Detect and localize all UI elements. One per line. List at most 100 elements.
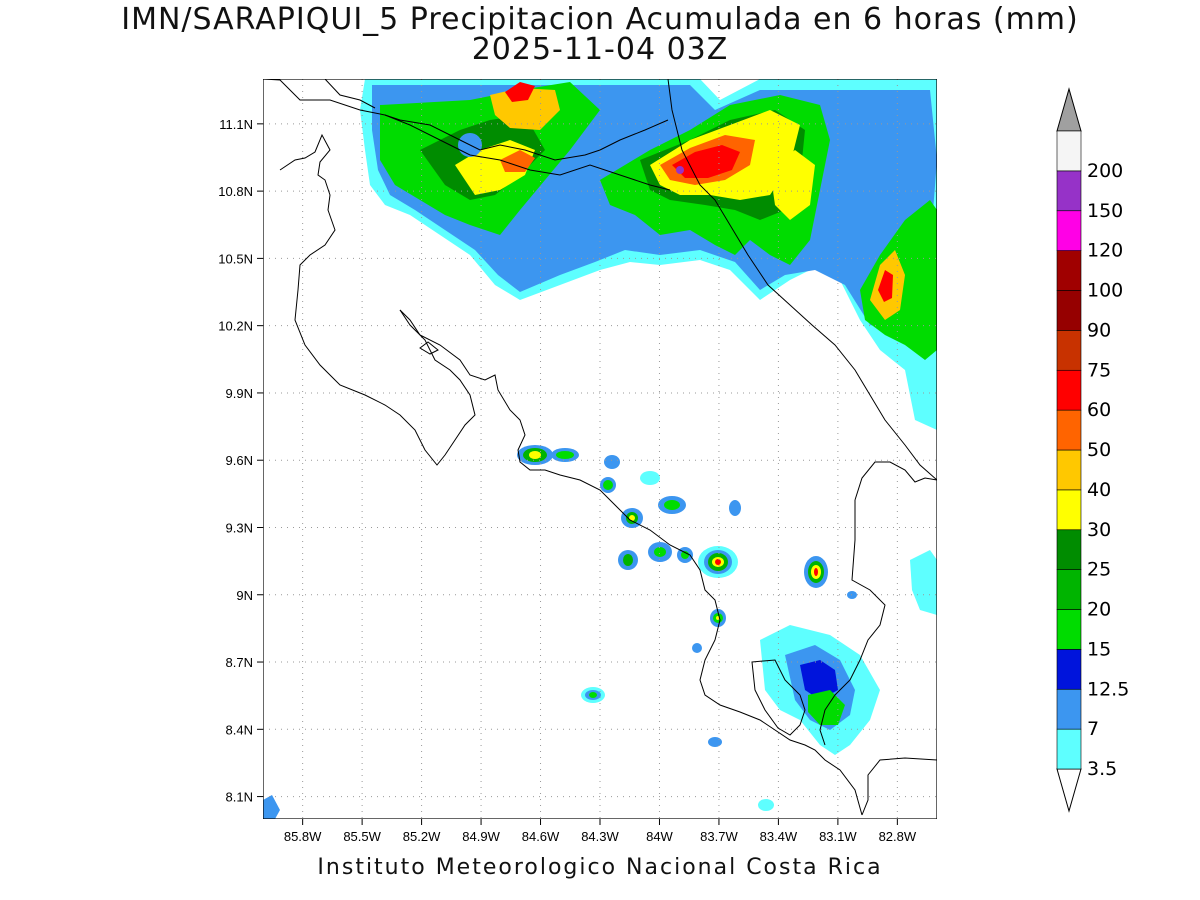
lon-tick-label: 84.6W (522, 829, 560, 844)
legend-swatch (1056, 210, 1082, 251)
legend-level-label: 25 (1087, 559, 1111, 581)
precip-cell (729, 500, 741, 516)
lon-tick-label: 84W (646, 829, 673, 844)
coastlines-borders (263, 79, 937, 816)
lat-tick-label: 9.3N (226, 520, 253, 535)
legend-swatch (1056, 170, 1082, 212)
legend-swatch (1056, 489, 1082, 531)
precip-cell (814, 568, 818, 576)
precip-core-north-west-40 (490, 88, 560, 130)
precip-core-north-east-30 (770, 150, 815, 220)
lon-tick-label: 84.3W (581, 829, 619, 844)
precip-cell (556, 451, 574, 459)
legend-level-label: 90 (1087, 319, 1111, 341)
legend-level-label: 12.5 (1087, 678, 1129, 700)
footer-credit: Instituto Meteorologico Nacional Costa R… (317, 855, 883, 880)
precip-core-north-60 (672, 145, 740, 178)
legend-swatch (1056, 449, 1082, 491)
lat-tick-label: 8.7N (226, 655, 253, 670)
precip-cell (589, 692, 597, 698)
map-valid-time: 2025-11-04 03Z (471, 32, 729, 67)
precip-cell (629, 515, 635, 521)
legend-level-label: 150 (1087, 200, 1123, 222)
precip-cell (529, 451, 541, 459)
legend-swatch (1056, 688, 1082, 730)
lat-tick-label: 10.8N (218, 184, 253, 199)
legend-level-label: 3.5 (1087, 758, 1117, 780)
precip-core-north-west-50 (500, 150, 535, 172)
lat-tick-label: 8.4N (226, 722, 253, 737)
legend-level-label: 100 (1087, 280, 1123, 302)
legend-level-label: 60 (1087, 399, 1111, 421)
precip-cell (640, 471, 660, 485)
legend-swatch (1056, 728, 1082, 770)
precip-area-nw-corner (263, 795, 280, 819)
lat-tick-label: 10.2N (218, 319, 253, 334)
lon-tick-label: 85.2W (403, 829, 441, 844)
legend-swatch (1056, 369, 1082, 411)
border-costa-rica-nicaragua (384, 114, 671, 191)
precip-core-north-150 (676, 166, 684, 174)
lon-tick-label: 85.5W (343, 829, 381, 844)
precip-core-nw-60 (505, 82, 535, 102)
legend-swatch (1056, 409, 1082, 451)
coastline-caribbean (667, 79, 937, 481)
precip-area-south-12 (800, 660, 838, 700)
coastline-bocas-del-toro (854, 461, 937, 501)
lon-tick-label: 85.8W (284, 829, 322, 844)
legend-level-label: 15 (1087, 638, 1111, 660)
legend-bottom-cap (1056, 768, 1082, 813)
legend-level-label: 20 (1087, 599, 1111, 621)
legend-swatch (1056, 569, 1082, 610)
lon-tick-label: 83.7W (700, 829, 738, 844)
precip-cell (758, 799, 774, 811)
lat-tick-label: 8.1N (226, 790, 253, 805)
lat-tick-label: 9N (236, 588, 253, 603)
legend-swatch (1056, 609, 1082, 650)
precip-cell (603, 480, 613, 490)
legend-level-label: 200 (1087, 160, 1123, 182)
legend-swatch (1056, 330, 1082, 371)
legend-level-label: 120 (1087, 240, 1123, 262)
legend-top-cap (1056, 87, 1082, 132)
legend-level-label: 75 (1087, 359, 1111, 381)
legend-level-label: 30 (1087, 519, 1111, 541)
lat-lon-grid (263, 79, 937, 819)
coastline-osa-peninsula (751, 659, 806, 736)
coastline-gulf-of-nicoya (399, 309, 863, 816)
precip-area-east-edge (910, 550, 937, 615)
precip-cell (654, 547, 666, 557)
coastline-san-juan-river (599, 119, 669, 151)
coastline-burica (861, 757, 937, 816)
coastline-nicaragua-pacific (263, 79, 601, 161)
lon-tick-label: 82.8W (879, 829, 917, 844)
map-title: IMN/SARAPIQUI_5 Precipitacion Acumulada … (121, 2, 1079, 37)
coastline-gulf-of-fonseca-west (324, 79, 376, 109)
map-area (263, 79, 937, 819)
precipitation-field (263, 79, 937, 819)
precip-core-east-60 (878, 270, 893, 302)
precip-cell (604, 455, 620, 469)
legend-swatch (1056, 130, 1082, 172)
map-axes: 85.8W 85.5W 85.2W 84.9W 84.6W 84.3W 84W 83.7W 83… (218, 117, 917, 844)
legend-level-label: 50 (1087, 439, 1111, 461)
lat-tick-label: 9.9N (226, 386, 253, 401)
legend-swatch (1056, 529, 1082, 570)
legend-swatch (1056, 649, 1082, 690)
lat-tick-label: 10.5N (218, 251, 253, 266)
island-chira (419, 341, 439, 355)
lon-tick-label: 83.1W (819, 829, 857, 844)
legend-swatch (1056, 250, 1082, 291)
coastline-nicoya-north (279, 133, 476, 466)
precip-cell (715, 559, 721, 565)
precip-cell (692, 643, 702, 653)
legend-swatch (1056, 290, 1082, 331)
lat-tick-label: 9.6N (226, 453, 253, 468)
legend-level-label: 40 (1087, 479, 1111, 501)
precip-cell (623, 554, 633, 566)
lat-tick-label: 11.1N (219, 117, 253, 132)
lon-tick-label: 83.4W (760, 829, 798, 844)
color-legend: 3.5 7 12.5 15 20 25 30 40 50 60 75 90 100 120 150 200 (1056, 87, 1129, 813)
precip-cell (708, 737, 722, 747)
legend-level-label: 7 (1087, 718, 1099, 740)
